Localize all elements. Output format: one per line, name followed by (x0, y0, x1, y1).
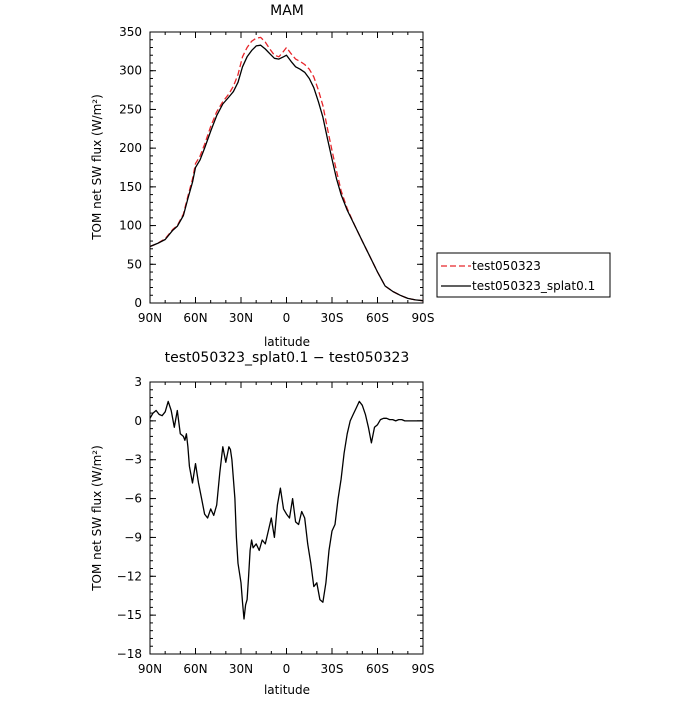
difference-line (149, 400, 423, 620)
legend-label-test050323: test050323 (472, 259, 541, 273)
y-tick-label: 50 (127, 257, 142, 271)
x-tick-label: 30S (321, 311, 344, 325)
top-ticks: 90N 60N 30N 0 30S 60S 90S 0 50 100 150 200 250 300 350 (119, 25, 434, 325)
bottom-plot-frame (149, 381, 424, 655)
y-tick-label: −6 (124, 492, 142, 506)
y-tick-label: 150 (119, 180, 142, 194)
top-x-axis-label: latitude (264, 335, 310, 349)
x-tick-label: 0 (283, 311, 291, 325)
top-panel: MAM 90N 60N 30N 0 30S 60S 90S 0 50 100 150 200 250 30… (90, 3, 611, 349)
x-tick-label: 30N (229, 662, 253, 676)
bottom-y-axis-label: TOM net SW flux (W/m²) (90, 445, 104, 592)
y-tick-label: −12 (117, 569, 142, 583)
bottom-panel: test050323_splat0.1 − test050323 90N 60N 3… (90, 350, 434, 697)
x-tick-label: 60N (183, 311, 207, 325)
y-tick-label: −18 (117, 647, 142, 661)
y-tick-label: −15 (117, 608, 142, 622)
x-tick-label: 60N (183, 662, 207, 676)
x-tick-label: 60S (366, 662, 389, 676)
x-tick-label: 0 (283, 662, 291, 676)
top-series-group (149, 36, 424, 302)
x-tick-label: 30S (321, 662, 344, 676)
x-tick-label: 90N (138, 662, 162, 676)
top-y-axis-label: TOM net SW flux (W/m²) (90, 94, 104, 241)
y-tick-label: −3 (124, 453, 142, 467)
y-tick-label: 350 (119, 25, 142, 39)
legend-label-test050323-splat: test050323_splat0.1 (472, 279, 595, 293)
y-tick-label: 100 (119, 219, 142, 233)
bottom-x-axis-label: latitude (264, 683, 310, 697)
series-line-test050323 (149, 36, 424, 302)
x-tick-label: 60S (366, 311, 389, 325)
y-tick-label: 3 (134, 375, 142, 389)
top-title: MAM (270, 3, 304, 19)
bottom-series-group (149, 400, 423, 620)
series-line-test050323-splat0-1 (149, 44, 424, 302)
x-tick-label: 90S (412, 662, 435, 676)
y-tick-label: 300 (119, 64, 142, 78)
legend-box (436, 252, 611, 298)
y-tick-label: 250 (119, 102, 142, 116)
x-tick-label: 30N (229, 311, 253, 325)
bottom-ticks: 90N 60N 30N 0 30S 60S 90S 3 0 −3 −6 −9 −12 −15 −18 (117, 375, 435, 676)
x-tick-label: 90N (138, 311, 162, 325)
y-tick-label: 200 (119, 141, 142, 155)
y-tick-label: −9 (124, 530, 142, 544)
x-tick-label: 90S (412, 311, 435, 325)
legend: test050323 test050323_splat0.1 (436, 252, 611, 298)
y-tick-label: 0 (134, 296, 142, 310)
top-plot-frame (149, 31, 424, 304)
y-tick-label: 0 (134, 414, 142, 428)
bottom-title: test050323_splat0.1 − test050323 (165, 350, 410, 366)
